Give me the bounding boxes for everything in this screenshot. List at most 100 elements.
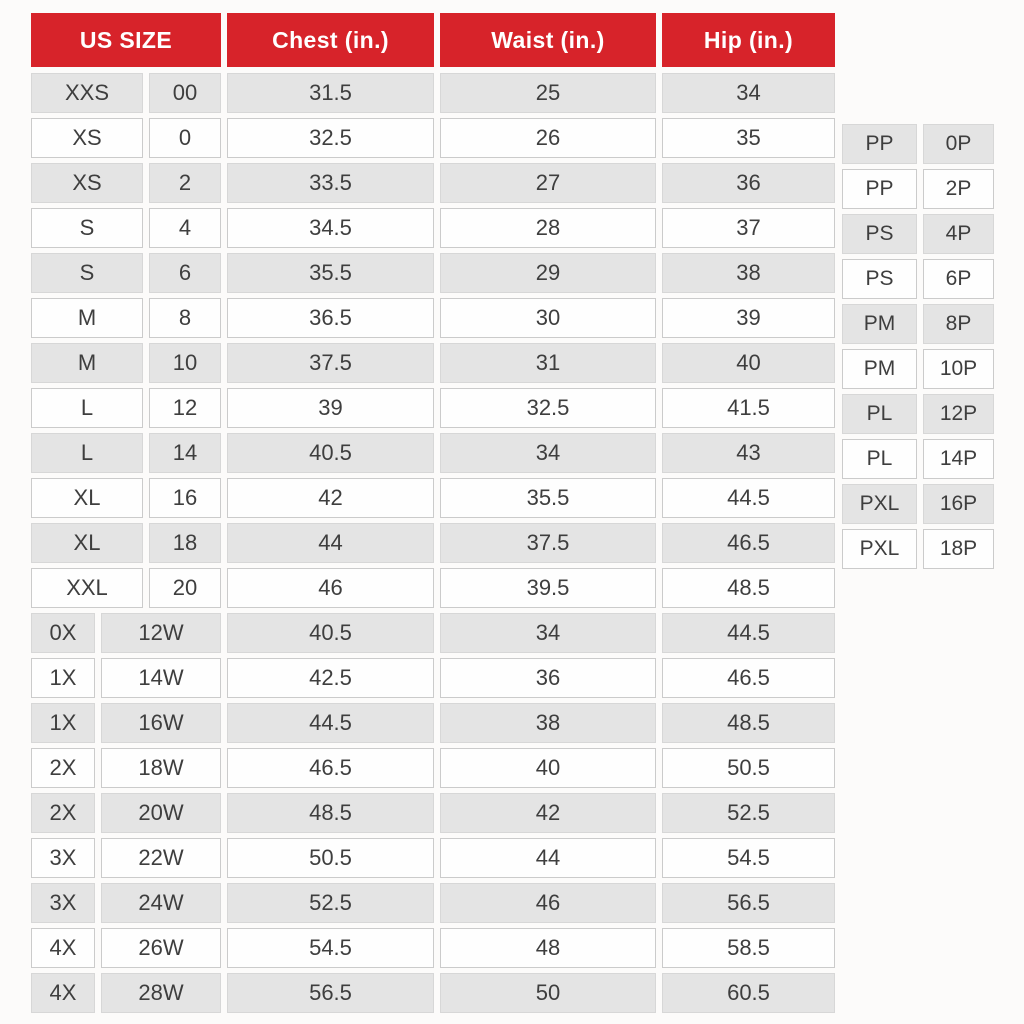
petite-alpha-cell: PS [842, 259, 917, 299]
waist-cell: 29 [440, 253, 656, 293]
hip-cell: 35 [662, 118, 835, 158]
waist-cell: 28 [440, 208, 656, 248]
hip-cell: 48.5 [662, 568, 835, 608]
waist-cell: 36 [440, 658, 656, 698]
table-row: 1X 14W 42.5 36 46.5 [31, 658, 835, 698]
size-alpha-cell: XS [31, 118, 143, 158]
size-number-cell: 14 [149, 433, 221, 473]
chest-cell: 36.5 [227, 298, 434, 338]
petite-row: PS 6P [842, 259, 994, 299]
chest-cell: 48.5 [227, 793, 434, 833]
size-alpha-cell: 4X [31, 973, 95, 1013]
size-alpha-cell: 1X [31, 658, 95, 698]
petite-row: PP 0P [842, 124, 994, 164]
size-alpha-cell: XL [31, 478, 143, 518]
petite-alpha-cell: PP [842, 169, 917, 209]
size-alpha-cell: S [31, 208, 143, 248]
petite-number-cell: 12P [923, 394, 994, 434]
petite-row: PP 2P [842, 169, 994, 209]
size-alpha-cell: XXS [31, 73, 143, 113]
hip-cell: 44.5 [662, 478, 835, 518]
table-row: XS 0 32.5 26 35 [31, 118, 835, 158]
hip-cell: 34 [662, 73, 835, 113]
size-number-cell: 16W [101, 703, 221, 743]
petite-row: PL 14P [842, 439, 994, 479]
petite-number-cell: 18P [923, 529, 994, 569]
petite-alpha-cell: PXL [842, 529, 917, 569]
table-row: 4X 28W 56.5 50 60.5 [31, 973, 835, 1013]
table-row: 0X 12W 40.5 34 44.5 [31, 613, 835, 653]
chest-cell: 56.5 [227, 973, 434, 1013]
hip-cell: 39 [662, 298, 835, 338]
waist-cell: 25 [440, 73, 656, 113]
hip-cell: 52.5 [662, 793, 835, 833]
petite-number-cell: 14P [923, 439, 994, 479]
petite-row: PM 8P [842, 304, 994, 344]
waist-cell: 38 [440, 703, 656, 743]
petite-row: PS 4P [842, 214, 994, 254]
hip-cell: 50.5 [662, 748, 835, 788]
size-alpha-cell: 1X [31, 703, 95, 743]
chest-cell: 40.5 [227, 433, 434, 473]
waist-cell: 46 [440, 883, 656, 923]
size-number-cell: 12W [101, 613, 221, 653]
waist-cell: 32.5 [440, 388, 656, 428]
petite-number-cell: 0P [923, 124, 994, 164]
chest-cell: 32.5 [227, 118, 434, 158]
table-row: 1X 16W 44.5 38 48.5 [31, 703, 835, 743]
petite-alpha-cell: PS [842, 214, 917, 254]
size-number-cell: 24W [101, 883, 221, 923]
chest-cell: 31.5 [227, 73, 434, 113]
size-alpha-cell: 2X [31, 793, 95, 833]
chest-cell: 33.5 [227, 163, 434, 203]
petite-alpha-cell: PM [842, 349, 917, 389]
size-alpha-cell: 0X [31, 613, 95, 653]
chest-cell: 37.5 [227, 343, 434, 383]
chest-cell: 54.5 [227, 928, 434, 968]
chest-cell: 42.5 [227, 658, 434, 698]
petite-size-table: PP 0P PP 2P PS 4P PS 6P PM 8P PM 10P PL 12P PL 14P PXL 16… [842, 124, 994, 574]
hip-cell: 48.5 [662, 703, 835, 743]
petite-number-cell: 4P [923, 214, 994, 254]
chest-cell: 52.5 [227, 883, 434, 923]
chest-cell: 34.5 [227, 208, 434, 248]
size-number-cell: 8 [149, 298, 221, 338]
table-row: 3X 22W 50.5 44 54.5 [31, 838, 835, 878]
size-number-cell: 16 [149, 478, 221, 518]
waist-cell: 31 [440, 343, 656, 383]
size-number-cell: 20 [149, 568, 221, 608]
hip-cell: 44.5 [662, 613, 835, 653]
hip-cell: 46.5 [662, 523, 835, 563]
waist-cell: 34 [440, 433, 656, 473]
waist-cell: 42 [440, 793, 656, 833]
petite-alpha-cell: PL [842, 394, 917, 434]
size-alpha-cell: XL [31, 523, 143, 563]
size-alpha-cell: XXL [31, 568, 143, 608]
size-number-cell: 0 [149, 118, 221, 158]
petite-alpha-cell: PXL [842, 484, 917, 524]
header-hip: Hip (in.) [662, 13, 835, 67]
chest-cell: 46.5 [227, 748, 434, 788]
chest-cell: 50.5 [227, 838, 434, 878]
chest-cell: 39 [227, 388, 434, 428]
table-row: L 12 39 32.5 41.5 [31, 388, 835, 428]
hip-cell: 58.5 [662, 928, 835, 968]
chest-cell: 44 [227, 523, 434, 563]
hip-cell: 56.5 [662, 883, 835, 923]
chest-cell: 42 [227, 478, 434, 518]
table-row: M 8 36.5 30 39 [31, 298, 835, 338]
petite-row: PM 10P [842, 349, 994, 389]
size-alpha-cell: XS [31, 163, 143, 203]
hip-cell: 41.5 [662, 388, 835, 428]
waist-cell: 26 [440, 118, 656, 158]
waist-cell: 35.5 [440, 478, 656, 518]
table-row: XXS 00 31.5 25 34 [31, 73, 835, 113]
table-row: 3X 24W 52.5 46 56.5 [31, 883, 835, 923]
table-header-row: US SIZE Chest (in.) Waist (in.) Hip (in.… [31, 13, 835, 67]
waist-cell: 27 [440, 163, 656, 203]
table-row: XL 16 42 35.5 44.5 [31, 478, 835, 518]
size-alpha-cell: 4X [31, 928, 95, 968]
table-row: L 14 40.5 34 43 [31, 433, 835, 473]
size-alpha-cell: M [31, 343, 143, 383]
